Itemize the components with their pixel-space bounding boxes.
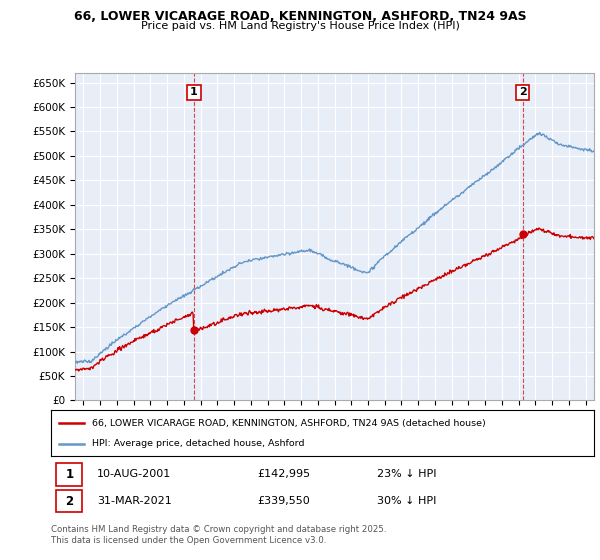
Text: £339,550: £339,550 [257,496,310,506]
Text: HPI: Average price, detached house, Ashford: HPI: Average price, detached house, Ashf… [92,439,304,448]
Text: Contains HM Land Registry data © Crown copyright and database right 2025.
This d: Contains HM Land Registry data © Crown c… [51,525,386,545]
FancyBboxPatch shape [56,463,82,486]
Text: £142,995: £142,995 [257,469,310,479]
Text: 1: 1 [65,468,74,481]
Text: 10-AUG-2001: 10-AUG-2001 [97,469,172,479]
Text: 2: 2 [65,494,74,508]
Text: 31-MAR-2021: 31-MAR-2021 [97,496,172,506]
Text: 66, LOWER VICARAGE ROAD, KENNINGTON, ASHFORD, TN24 9AS: 66, LOWER VICARAGE ROAD, KENNINGTON, ASH… [74,10,526,22]
Text: Price paid vs. HM Land Registry's House Price Index (HPI): Price paid vs. HM Land Registry's House … [140,21,460,31]
Text: 23% ↓ HPI: 23% ↓ HPI [377,469,436,479]
Text: 66, LOWER VICARAGE ROAD, KENNINGTON, ASHFORD, TN24 9AS (detached house): 66, LOWER VICARAGE ROAD, KENNINGTON, ASH… [92,419,485,428]
Text: 1: 1 [190,87,198,97]
Text: 30% ↓ HPI: 30% ↓ HPI [377,496,436,506]
Text: 2: 2 [519,87,527,97]
FancyBboxPatch shape [56,490,82,512]
